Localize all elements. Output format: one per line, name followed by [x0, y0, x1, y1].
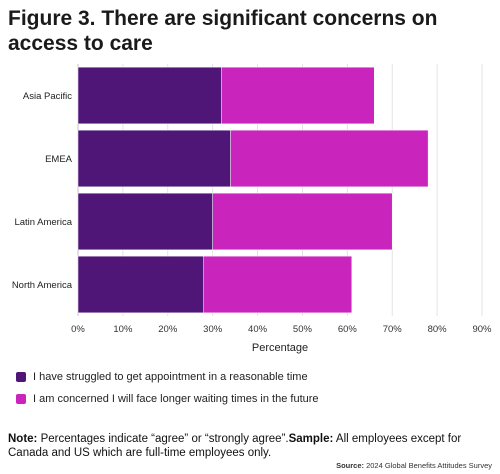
bar-concerned: [212, 192, 393, 251]
bar-concerned: [203, 255, 353, 314]
bar-concerned: [230, 129, 429, 188]
legend-label-struggled: I have struggled to get appointment in a…: [33, 371, 308, 383]
x-tick-label: 50%: [293, 324, 313, 335]
x-tick-label: 90%: [472, 324, 492, 335]
footnote: Note: Percentages indicate “agree” or “s…: [8, 432, 496, 460]
legend-item-struggled: I have struggled to get appointment in a…: [16, 370, 319, 384]
bar-struggled: [77, 192, 213, 251]
chart-title: Figure 3. There are significant concerns…: [8, 7, 438, 55]
category-label: Asia Pacific: [23, 91, 72, 102]
sample-text: All employees except for Canada and US w…: [8, 433, 462, 459]
source-label: Source:: [336, 461, 364, 470]
bar-struggled: [77, 255, 204, 314]
note-text: Percentages indicate “agree” or “strongl…: [37, 433, 289, 445]
legend: I have struggled to get appointment in a…: [16, 370, 319, 414]
source-line: Source: 2024 Global Benefits Attitudes S…: [336, 461, 492, 470]
x-tick-label: 80%: [428, 324, 448, 335]
category-label: Latin America: [14, 217, 72, 228]
legend-swatch-concerned: [16, 394, 26, 404]
category-label: EMEA: [45, 154, 73, 165]
sample-label: Sample:: [288, 433, 334, 445]
note-label: Note:: [8, 433, 38, 445]
bar-chart: 0% 10% 20% 30% 40% 50% 60% 70% 80% 90% Asia Pacifi…: [12, 64, 492, 354]
bar-concerned: [221, 66, 375, 125]
x-tick-label: 20%: [158, 324, 178, 335]
legend-item-concerned: I am concerned I will face longer waitin…: [16, 392, 319, 406]
x-tick-label: 0%: [71, 324, 85, 335]
x-axis-title: Percentage: [252, 342, 308, 354]
source-text: 2024 Global Benefits Attitudes Survey: [364, 461, 492, 470]
x-tick-label: 40%: [248, 324, 268, 335]
legend-swatch-struggled: [16, 372, 26, 382]
x-tick-label: 60%: [338, 324, 358, 335]
category-label: North America: [12, 280, 73, 291]
bar-struggled: [77, 129, 231, 188]
x-tick-label: 30%: [203, 324, 223, 335]
x-tick-label: 10%: [113, 324, 133, 335]
legend-label-concerned: I am concerned I will face longer waitin…: [33, 393, 319, 405]
x-tick-label: 70%: [383, 324, 403, 335]
bar-struggled: [77, 66, 222, 125]
